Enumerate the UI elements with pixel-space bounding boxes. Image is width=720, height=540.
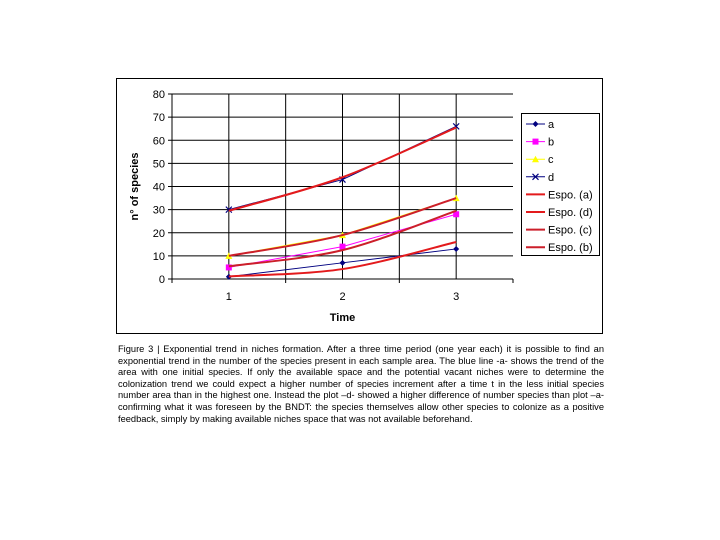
legend-label: Espo. (c) — [548, 225, 592, 237]
series-espo-c- — [228, 197, 457, 257]
legend-item: Espo. (d) — [526, 207, 593, 219]
legend-item: a — [526, 119, 555, 131]
x-tick-label: 2 — [339, 291, 345, 303]
y-tick-label: 50 — [153, 158, 165, 170]
legend-item: Espo. (c) — [526, 225, 592, 237]
legend-marker — [532, 138, 539, 145]
data-point — [339, 243, 346, 250]
x-tick-label: 1 — [226, 291, 232, 303]
series-espo-a- — [228, 241, 457, 278]
series-espo-d- — [228, 126, 457, 212]
legend-item: Espo. (b) — [526, 242, 593, 254]
legend-marker — [532, 121, 539, 127]
series-line — [228, 209, 457, 268]
legend-label: b — [548, 137, 554, 149]
legend-marker — [532, 173, 539, 181]
x-tick-label: 3 — [453, 291, 459, 303]
legend-item: c — [526, 154, 554, 166]
y-axis-label: n° of species — [129, 153, 141, 221]
y-tick-label: 0 — [159, 274, 165, 286]
y-tick-label: 40 — [153, 182, 165, 194]
y-tick-label: 80 — [153, 89, 165, 101]
legend-label: c — [548, 154, 554, 166]
data-point — [225, 273, 232, 280]
legend-label: d — [548, 172, 554, 184]
y-tick-label: 10 — [153, 251, 165, 263]
legend-item: b — [526, 137, 554, 149]
series-a — [225, 245, 460, 280]
legend-item: Espo. (a) — [526, 189, 593, 201]
series-line — [228, 197, 457, 257]
series-line — [228, 126, 457, 212]
legend-label: Espo. (b) — [548, 242, 593, 254]
legend-label: Espo. (d) — [548, 207, 593, 219]
y-tick-label: 30 — [153, 205, 165, 217]
data-point — [453, 245, 460, 252]
series-espo-b- — [228, 209, 457, 268]
legend-label: Espo. (a) — [548, 189, 593, 201]
y-tick-label: 20 — [153, 228, 165, 240]
legend-box — [521, 113, 600, 256]
series-line — [228, 241, 457, 278]
y-tick-label: 60 — [153, 135, 165, 147]
y-tick-label: 70 — [153, 112, 165, 124]
legend-marker — [532, 155, 539, 163]
data-point — [453, 211, 460, 218]
legend-label: a — [548, 119, 555, 131]
data-point — [225, 206, 233, 214]
figure-caption: Figure 3 | Exponential trend in niches f… — [118, 344, 604, 424]
data-point — [339, 259, 346, 266]
x-axis-label: Time — [330, 312, 355, 324]
legend-item: d — [526, 172, 554, 184]
data-point — [225, 264, 232, 271]
